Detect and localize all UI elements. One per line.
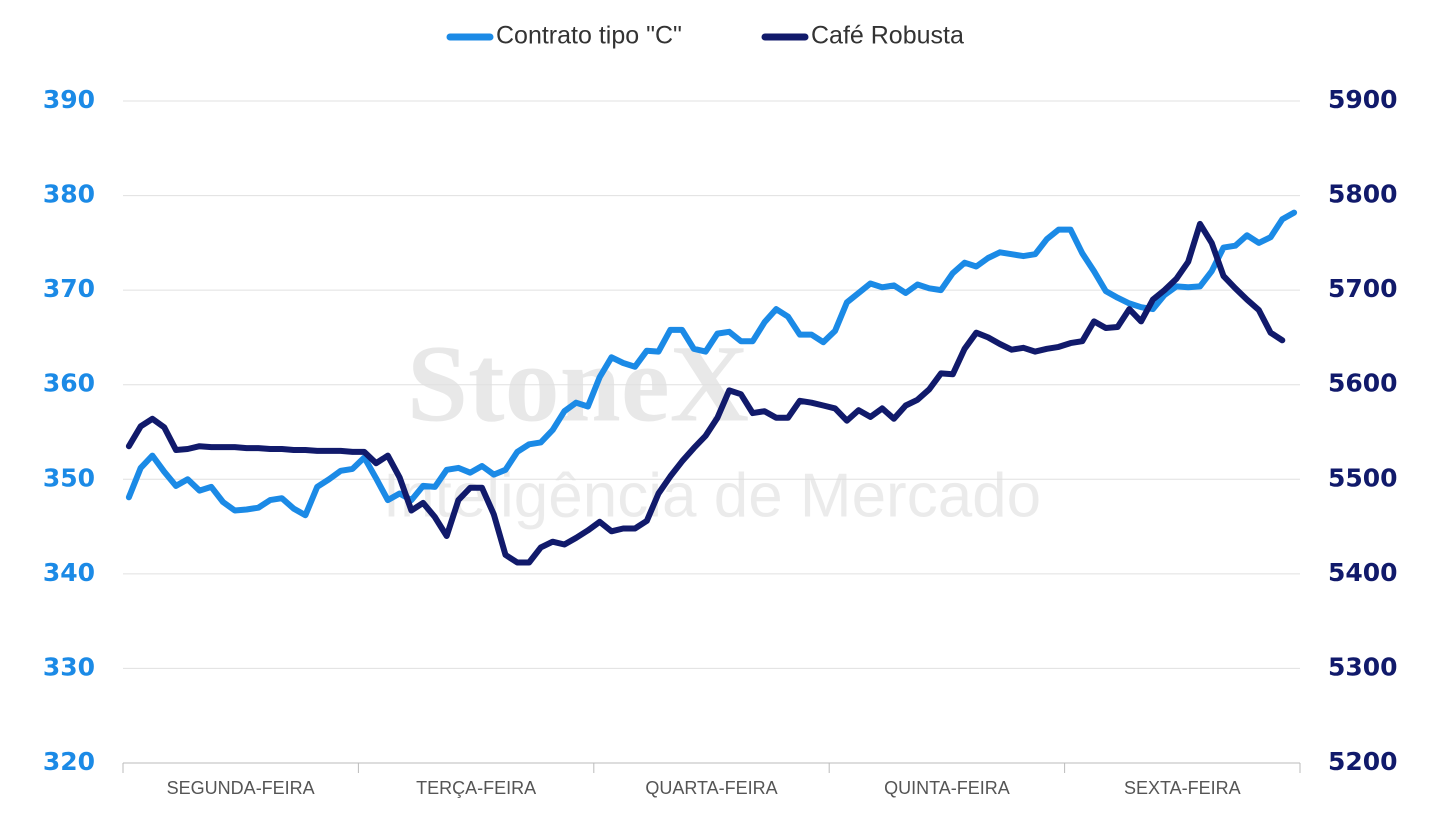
y2-tick-label: 5900 <box>1328 85 1398 114</box>
y2-tick-label: 5200 <box>1328 747 1398 776</box>
y2-tick-label: 5700 <box>1328 274 1398 303</box>
y-tick-label: 370 <box>43 274 95 303</box>
y-tick-label: 330 <box>43 652 95 681</box>
y-tick-label: 360 <box>43 369 95 398</box>
watermark-brand: StoneX <box>407 322 749 444</box>
y-tick-label: 340 <box>43 558 95 587</box>
series-line <box>125 220 1286 566</box>
x-tick-label: SEXTA-FEIRA <box>1124 778 1241 798</box>
y-tick-label: 320 <box>43 747 95 776</box>
legend-label: Contrato tipo "C" <box>496 22 682 50</box>
x-tick-label: SEGUNDA-FEIRA <box>167 778 315 798</box>
x-tick-label: TERÇA-FEIRA <box>416 778 536 798</box>
legend-label: Café Robusta <box>811 22 964 50</box>
y-tick-label: 350 <box>43 463 95 492</box>
y2-tick-label: 5600 <box>1328 369 1398 398</box>
y2-tick-label: 5800 <box>1328 180 1398 209</box>
watermark-subtitle: Inteligência de Mercado <box>383 461 1041 530</box>
y-tick-label: 390 <box>43 85 95 114</box>
y2-tick-label: 5400 <box>1328 558 1398 587</box>
y2-tick-label: 5500 <box>1328 463 1398 492</box>
y-tick-label: 380 <box>43 180 95 209</box>
x-tick-label: QUINTA-FEIRA <box>884 778 1010 798</box>
x-tick-label: QUARTA-FEIRA <box>645 778 777 798</box>
series-line <box>125 209 1298 519</box>
y2-tick-label: 5300 <box>1328 652 1398 681</box>
